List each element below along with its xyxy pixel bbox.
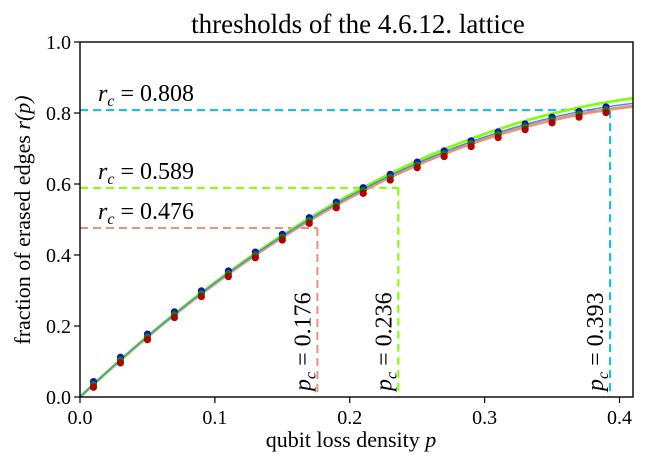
- data-point-s2-18: [575, 113, 583, 121]
- curves-group: [80, 97, 633, 397]
- y-axis-label: fraction of erased edges r(p): [10, 95, 35, 344]
- data-point-s2-4: [197, 292, 205, 301]
- y-tick-label-1: 0.2: [46, 316, 71, 338]
- rc-annotation-1: rc = 0.589: [98, 159, 194, 188]
- data-point-s2-8: [305, 219, 313, 227]
- axes-frame: [79, 41, 634, 398]
- data-point-s2-14: [467, 142, 475, 151]
- y-tick-label-0: 0.0: [46, 387, 71, 409]
- y-tick-label-4: 0.8: [46, 103, 71, 125]
- data-point-s2-11: [386, 176, 394, 184]
- x-axis-label-text: qubit loss density: [266, 427, 426, 452]
- pc-annotation-2: pc = 0.393: [583, 292, 612, 393]
- rc-annotation-2: rc = 0.808: [98, 81, 194, 110]
- data-point-s2-12: [413, 164, 421, 172]
- y-tick-label-3: 0.6: [46, 174, 71, 196]
- series-curve-1: [80, 97, 633, 397]
- x-tick-label-0: 0.0: [68, 407, 93, 429]
- pc-annotation-0: pc = 0.176: [290, 292, 319, 393]
- x-axis-label-var: p: [423, 427, 436, 452]
- y-tick-label-5: 1.0: [46, 32, 71, 54]
- y-axis-label-text: fraction of erased edges: [10, 130, 35, 345]
- rc-annotation-0: rc = 0.476: [98, 199, 194, 228]
- y-tick-label-2: 0.4: [46, 245, 71, 267]
- data-point-s2-5: [224, 273, 232, 281]
- data-point-s2-7: [278, 236, 286, 244]
- series-curve-0: [80, 104, 633, 397]
- x-tick-label-1: 0.1: [202, 407, 227, 429]
- data-point-s2-3: [170, 313, 179, 322]
- series-curve-2: [80, 102, 633, 397]
- x-tick-label-3: 0.3: [472, 407, 497, 429]
- chart-title: thresholds of the 4.6.12. lattice: [191, 9, 525, 39]
- x-axis-label: qubit loss density p: [266, 427, 437, 452]
- data-point-s2-13: [440, 152, 448, 161]
- plot-area: 0.0 0.1 0.2 0.3 0.4 0.0 0.2 0.4 0.6 0.8 1.0 rc = 0.…: [46, 32, 634, 429]
- data-point-s2-10: [359, 189, 367, 197]
- data-point-s2-19: [602, 109, 610, 117]
- x-tick-label-4: 0.4: [607, 407, 632, 429]
- data-point-s2-17: [548, 119, 556, 127]
- data-point-s2-15: [494, 133, 502, 142]
- data-point-s2-6: [251, 254, 259, 262]
- y-axis-label-var: r(p): [10, 95, 35, 129]
- x-tick-label-2: 0.2: [337, 407, 362, 429]
- data-point-s2-0: [89, 383, 98, 391]
- data-point-s2-9: [332, 204, 340, 212]
- pc-annotation-1: pc = 0.236: [371, 292, 400, 393]
- data-point-s2-1: [116, 359, 125, 367]
- data-point-s2-16: [521, 126, 529, 134]
- data-point-s2-2: [143, 336, 152, 344]
